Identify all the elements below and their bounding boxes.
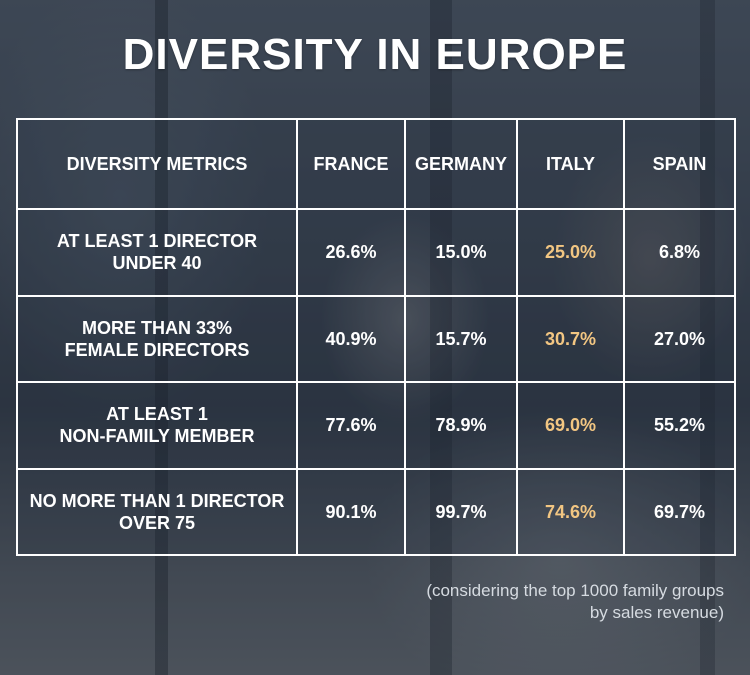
metric-label: AT LEAST 1 NON-FAMILY MEMBER <box>16 381 298 470</box>
value-italy: 69.0% <box>516 381 625 470</box>
page-title: DIVERSITY IN EUROPE <box>122 30 628 79</box>
metric-label: MORE THAN 33% FEMALE DIRECTORS <box>16 294 298 383</box>
table-row: AT LEAST 1 DIRECTOR UNDER 40 26.6% 15.0%… <box>16 208 736 297</box>
table-row: AT LEAST 1 NON-FAMILY MEMBER 77.6% 78.9%… <box>16 381 736 470</box>
value-france: 90.1% <box>296 467 406 556</box>
value-germany: 78.9% <box>404 381 518 470</box>
header-france: FRANCE <box>296 118 406 210</box>
diversity-table: DIVERSITY METRICS FRANCE GERMANY ITALY S… <box>16 118 736 556</box>
metric-label: NO MORE THAN 1 DIRECTOR OVER 75 <box>16 467 298 556</box>
value-germany: 15.7% <box>404 294 518 383</box>
value-spain: 6.8% <box>623 208 736 297</box>
table-row: MORE THAN 33% FEMALE DIRECTORS 40.9% 15.… <box>16 294 736 383</box>
value-spain: 69.7% <box>623 467 736 556</box>
value-germany: 99.7% <box>404 467 518 556</box>
value-france: 40.9% <box>296 294 406 383</box>
value-italy: 25.0% <box>516 208 625 297</box>
value-spain: 27.0% <box>623 294 736 383</box>
value-france: 77.6% <box>296 381 406 470</box>
table-row: NO MORE THAN 1 DIRECTOR OVER 75 90.1% 99… <box>16 467 736 556</box>
header-diversity-metrics: DIVERSITY METRICS <box>16 118 298 210</box>
value-italy: 74.6% <box>516 467 625 556</box>
metric-label: AT LEAST 1 DIRECTOR UNDER 40 <box>16 208 298 297</box>
header-spain: SPAIN <box>623 118 736 210</box>
footnote: (considering the top 1000 family groups … <box>426 581 724 622</box>
header-italy: ITALY <box>516 118 625 210</box>
value-germany: 15.0% <box>404 208 518 297</box>
table-header-row: DIVERSITY METRICS FRANCE GERMANY ITALY S… <box>16 118 736 210</box>
header-germany: GERMANY <box>404 118 518 210</box>
value-italy: 30.7% <box>516 294 625 383</box>
value-spain: 55.2% <box>623 381 736 470</box>
value-france: 26.6% <box>296 208 406 297</box>
